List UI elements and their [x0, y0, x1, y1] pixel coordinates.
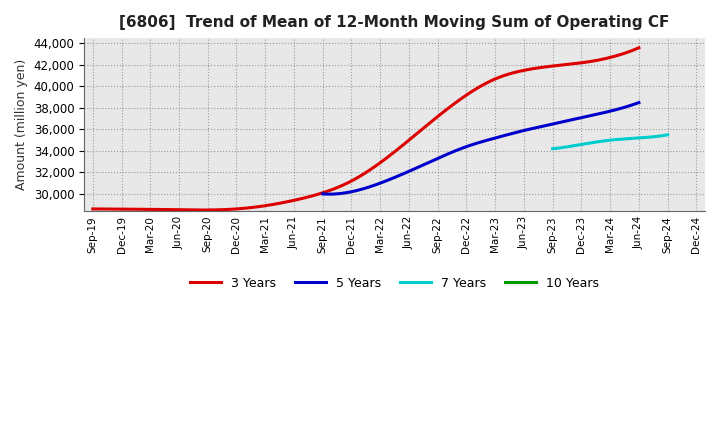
Legend: 3 Years, 5 Years, 7 Years, 10 Years: 3 Years, 5 Years, 7 Years, 10 Years — [185, 272, 604, 295]
Title: [6806]  Trend of Mean of 12-Month Moving Sum of Operating CF: [6806] Trend of Mean of 12-Month Moving … — [120, 15, 670, 30]
Y-axis label: Amount (million yen): Amount (million yen) — [15, 59, 28, 190]
